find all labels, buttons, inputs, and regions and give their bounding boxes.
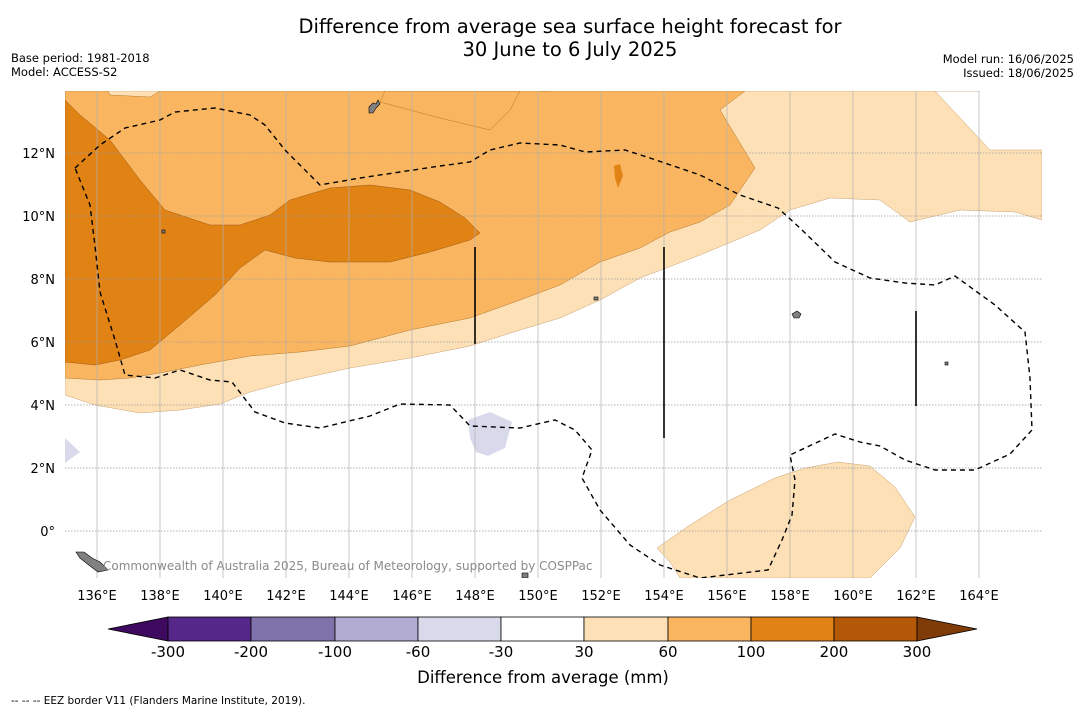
colorbar-tick-label: 30 [574,643,594,661]
eez-border [74,107,1033,578]
land-features [75,99,949,578]
colorbar-tick-label: -30 [488,643,514,661]
island-new-guinea [75,551,109,573]
colorbar [107,616,978,642]
colorbar-tick-label: 100 [736,643,766,661]
latitude-labels: 12°N 10°N 8°N 6°N 4°N 2°N 0° [22,147,55,540]
island-guam-area [368,99,381,114]
colorbar-tick-label: 300 [902,643,932,661]
anomaly-30-60-south-patch [656,461,916,578]
lon-label: 158°E [770,589,810,604]
island-tiny-1 [161,229,166,234]
lon-label: 142°E [266,589,306,604]
lon-label: 140°E [203,589,243,604]
lon-label: 164°E [959,589,999,604]
meta-right: Model run: 16/06/2025 Issued: 18/06/2025 [943,52,1074,80]
lon-label: 152°E [581,589,621,604]
colorbar-segment [334,616,419,642]
colorbar-segment [667,616,752,642]
colorbar-title: Difference from average (mm) [417,668,669,687]
lon-label: 146°E [392,589,432,604]
map-field: Commonwealth of Australia 2025, Bureau o… [65,91,1042,578]
colorbar-tick-label: -60 [405,643,431,661]
eez-footnote: -- -- -- EEZ border V11 (Flanders Marine… [11,695,306,707]
lon-label: 154°E [644,589,684,604]
map-graticule-latitude [65,152,1042,532]
lat-label: 6°N [31,336,56,351]
lat-label: 12°N [22,147,55,162]
colorbar-segment [583,616,669,642]
island-tiny-2 [944,361,949,366]
island-pohnpei [791,310,802,319]
lon-label: 148°E [455,589,495,604]
lon-label: 150°E [518,589,558,604]
colorbar-segment [833,616,918,642]
map-credit: Commonwealth of Australia 2025, Bureau o… [103,559,593,573]
lon-label: 136°E [77,589,117,604]
colorbar-extend-high [916,616,978,642]
colorbar-segment [250,616,336,642]
title-line-1: Difference from average sea surface heig… [298,15,842,38]
issued-date: Issued: 18/06/2025 [963,66,1074,80]
lon-label: 160°E [833,589,873,604]
island-tiny-3 [593,296,599,301]
colorbar-segment [417,616,502,642]
anomaly-100-200-spot [614,164,623,188]
lat-label: 8°N [31,273,56,288]
colorbar-tick-label: -200 [233,643,269,661]
colorbar-segment [500,616,585,642]
lon-label: 138°E [140,589,180,604]
lon-label: 156°E [707,589,747,604]
colorbar-tick-label: 200 [819,643,849,661]
lat-label: 2°N [31,462,56,477]
lon-label: 162°E [896,589,936,604]
colorbar-extend-low [107,616,169,642]
colorbar-segment [167,616,252,642]
island-tiny-4 [521,572,529,578]
meta-left: Base period: 1981-2018 Model: ACCESS-S2 [11,51,150,79]
longitude-labels: 136°E 138°E 140°E 142°E 144°E 146°E 148°E 150°E… [77,589,999,604]
model-name: Model: ACCESS-S2 [11,65,118,79]
model-run: Model run: 16/06/2025 [942,52,1074,66]
colorbar-segment [750,616,835,642]
anomaly-neg-30-60-edge [65,438,80,463]
lon-label: 144°E [329,589,369,604]
anomaly-100-200-region [65,99,481,366]
lat-label: 4°N [31,399,56,414]
anomaly-neg-30-60-patch [468,412,512,456]
reference-lines [474,247,917,438]
colorbar-tick-label: -300 [150,643,186,661]
base-period: Base period: 1981-2018 [11,51,150,65]
colorbar-tick-label: -100 [317,643,353,661]
map-graticule [96,91,980,578]
lat-label: 10°N [22,210,55,225]
lat-label: 0° [40,525,55,540]
colorbar-tick-label: 60 [658,643,678,661]
title-line-2: 30 June to 6 July 2025 [462,38,678,61]
